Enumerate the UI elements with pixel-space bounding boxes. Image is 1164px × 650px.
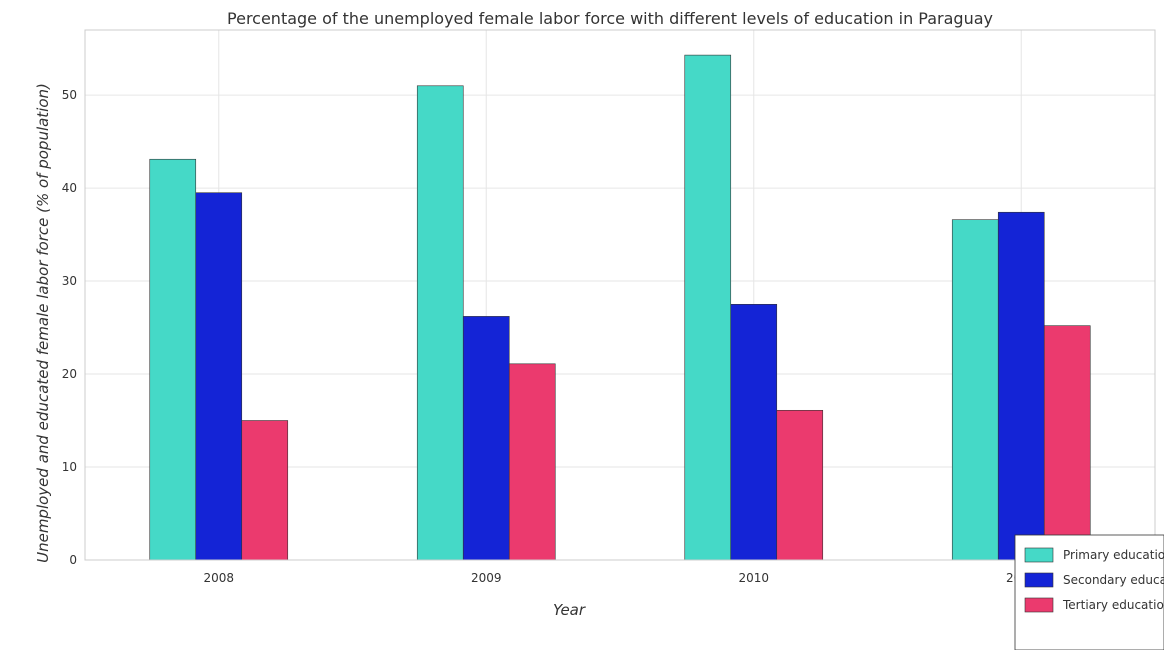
bar-primary-education-2010 — [684, 54, 732, 561]
bar-primary-education-2011 — [951, 219, 999, 561]
bar-secondary-education-2010 — [730, 303, 778, 561]
legend-swatch — [1024, 597, 1054, 613]
legend-label: Primary education — [1063, 548, 1164, 562]
bar-tertiary-education-2011 — [1043, 325, 1091, 561]
y-tick-label: 0 — [69, 553, 77, 567]
chart-title: Percentage of the unemployed female labo… — [227, 9, 993, 28]
y-tick-label: 40 — [62, 181, 77, 195]
bar-secondary-education-2009 — [462, 316, 510, 561]
plot-frame — [84, 29, 1156, 561]
bar-primary-education-2009 — [416, 85, 464, 561]
y-tick-label: 20 — [62, 367, 77, 381]
x-tick-label: 2008 — [203, 571, 234, 585]
x-tick-label: 2010 — [738, 571, 769, 585]
legend-swatch — [1024, 547, 1054, 563]
legend-label: Secondary education — [1063, 573, 1164, 587]
legend-swatch — [1024, 572, 1054, 588]
legend: Primary education Secondary education Tert… — [1014, 534, 1164, 650]
bar-secondary-education-2011 — [997, 211, 1045, 561]
bar-tertiary-education-2010 — [776, 409, 824, 561]
y-tick-label: 30 — [62, 274, 77, 288]
bar-primary-education-2008 — [149, 158, 197, 561]
bars — [149, 54, 1091, 561]
bar-secondary-education-2008 — [195, 192, 243, 561]
x-tick-label: 2009 — [471, 571, 502, 585]
legend-label: Tertiary education — [1062, 598, 1164, 612]
bar-tertiary-education-2009 — [508, 363, 556, 561]
bar-tertiary-education-2008 — [241, 420, 289, 561]
axes: 010203040502008200920102011 — [62, 29, 1156, 585]
y-axis-label: Unemployed and educated female labor for… — [34, 83, 52, 563]
y-tick-label: 10 — [62, 460, 77, 474]
x-axis-label: Year — [553, 601, 586, 619]
y-tick-label: 50 — [62, 88, 77, 102]
